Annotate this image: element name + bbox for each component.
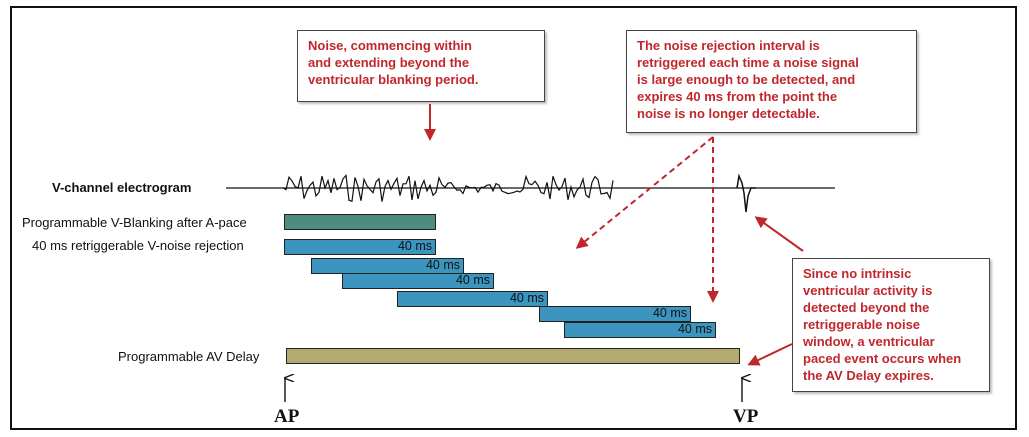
retrigger-dashed-arrow-left bbox=[575, 136, 714, 249]
av-delay-bar bbox=[286, 348, 740, 364]
noise-window-label: 40 ms bbox=[425, 258, 460, 272]
diagram-frame bbox=[10, 6, 1017, 430]
callout-no-activity: Since no intrinsic ventricular activity … bbox=[792, 258, 990, 392]
noise-window-bar: 40 ms bbox=[342, 273, 494, 289]
ap-marker: AP bbox=[274, 406, 300, 427]
noise-window-label: 40 ms bbox=[397, 239, 432, 253]
noise-window-bar: 40 ms bbox=[564, 322, 716, 338]
noise-window-label: 40 ms bbox=[509, 291, 544, 305]
noise-window-bar: 40 ms bbox=[397, 291, 548, 307]
pace-spike-arrow bbox=[754, 216, 804, 252]
blanking-bar bbox=[284, 214, 436, 230]
noise-window-bar: 40 ms bbox=[539, 306, 691, 322]
noise-window-label: 40 ms bbox=[652, 306, 687, 320]
noise-window-label: 40 ms bbox=[677, 322, 712, 336]
noise-window-label: 40 ms bbox=[455, 273, 490, 287]
electrogram-label: V-channel electrogram bbox=[52, 180, 192, 195]
ventricular-paced-spike bbox=[736, 173, 756, 213]
vp-marker: VP bbox=[733, 406, 759, 427]
av-delay-label: Programmable AV Delay bbox=[118, 349, 260, 364]
callout-retrigger: The noise rejection interval is retrigge… bbox=[626, 30, 917, 133]
noise-window-bar: 40 ms bbox=[284, 239, 436, 255]
callout-noise-start: Noise, commencing within and extending b… bbox=[297, 30, 545, 102]
electrogram-noise bbox=[282, 173, 614, 202]
av-delay-end-arrow bbox=[747, 343, 793, 366]
blanking-label: Programmable V-Blanking after A-pace bbox=[22, 215, 247, 230]
noise-rejection-label: 40 ms retriggerable V-noise rejection bbox=[32, 238, 244, 253]
